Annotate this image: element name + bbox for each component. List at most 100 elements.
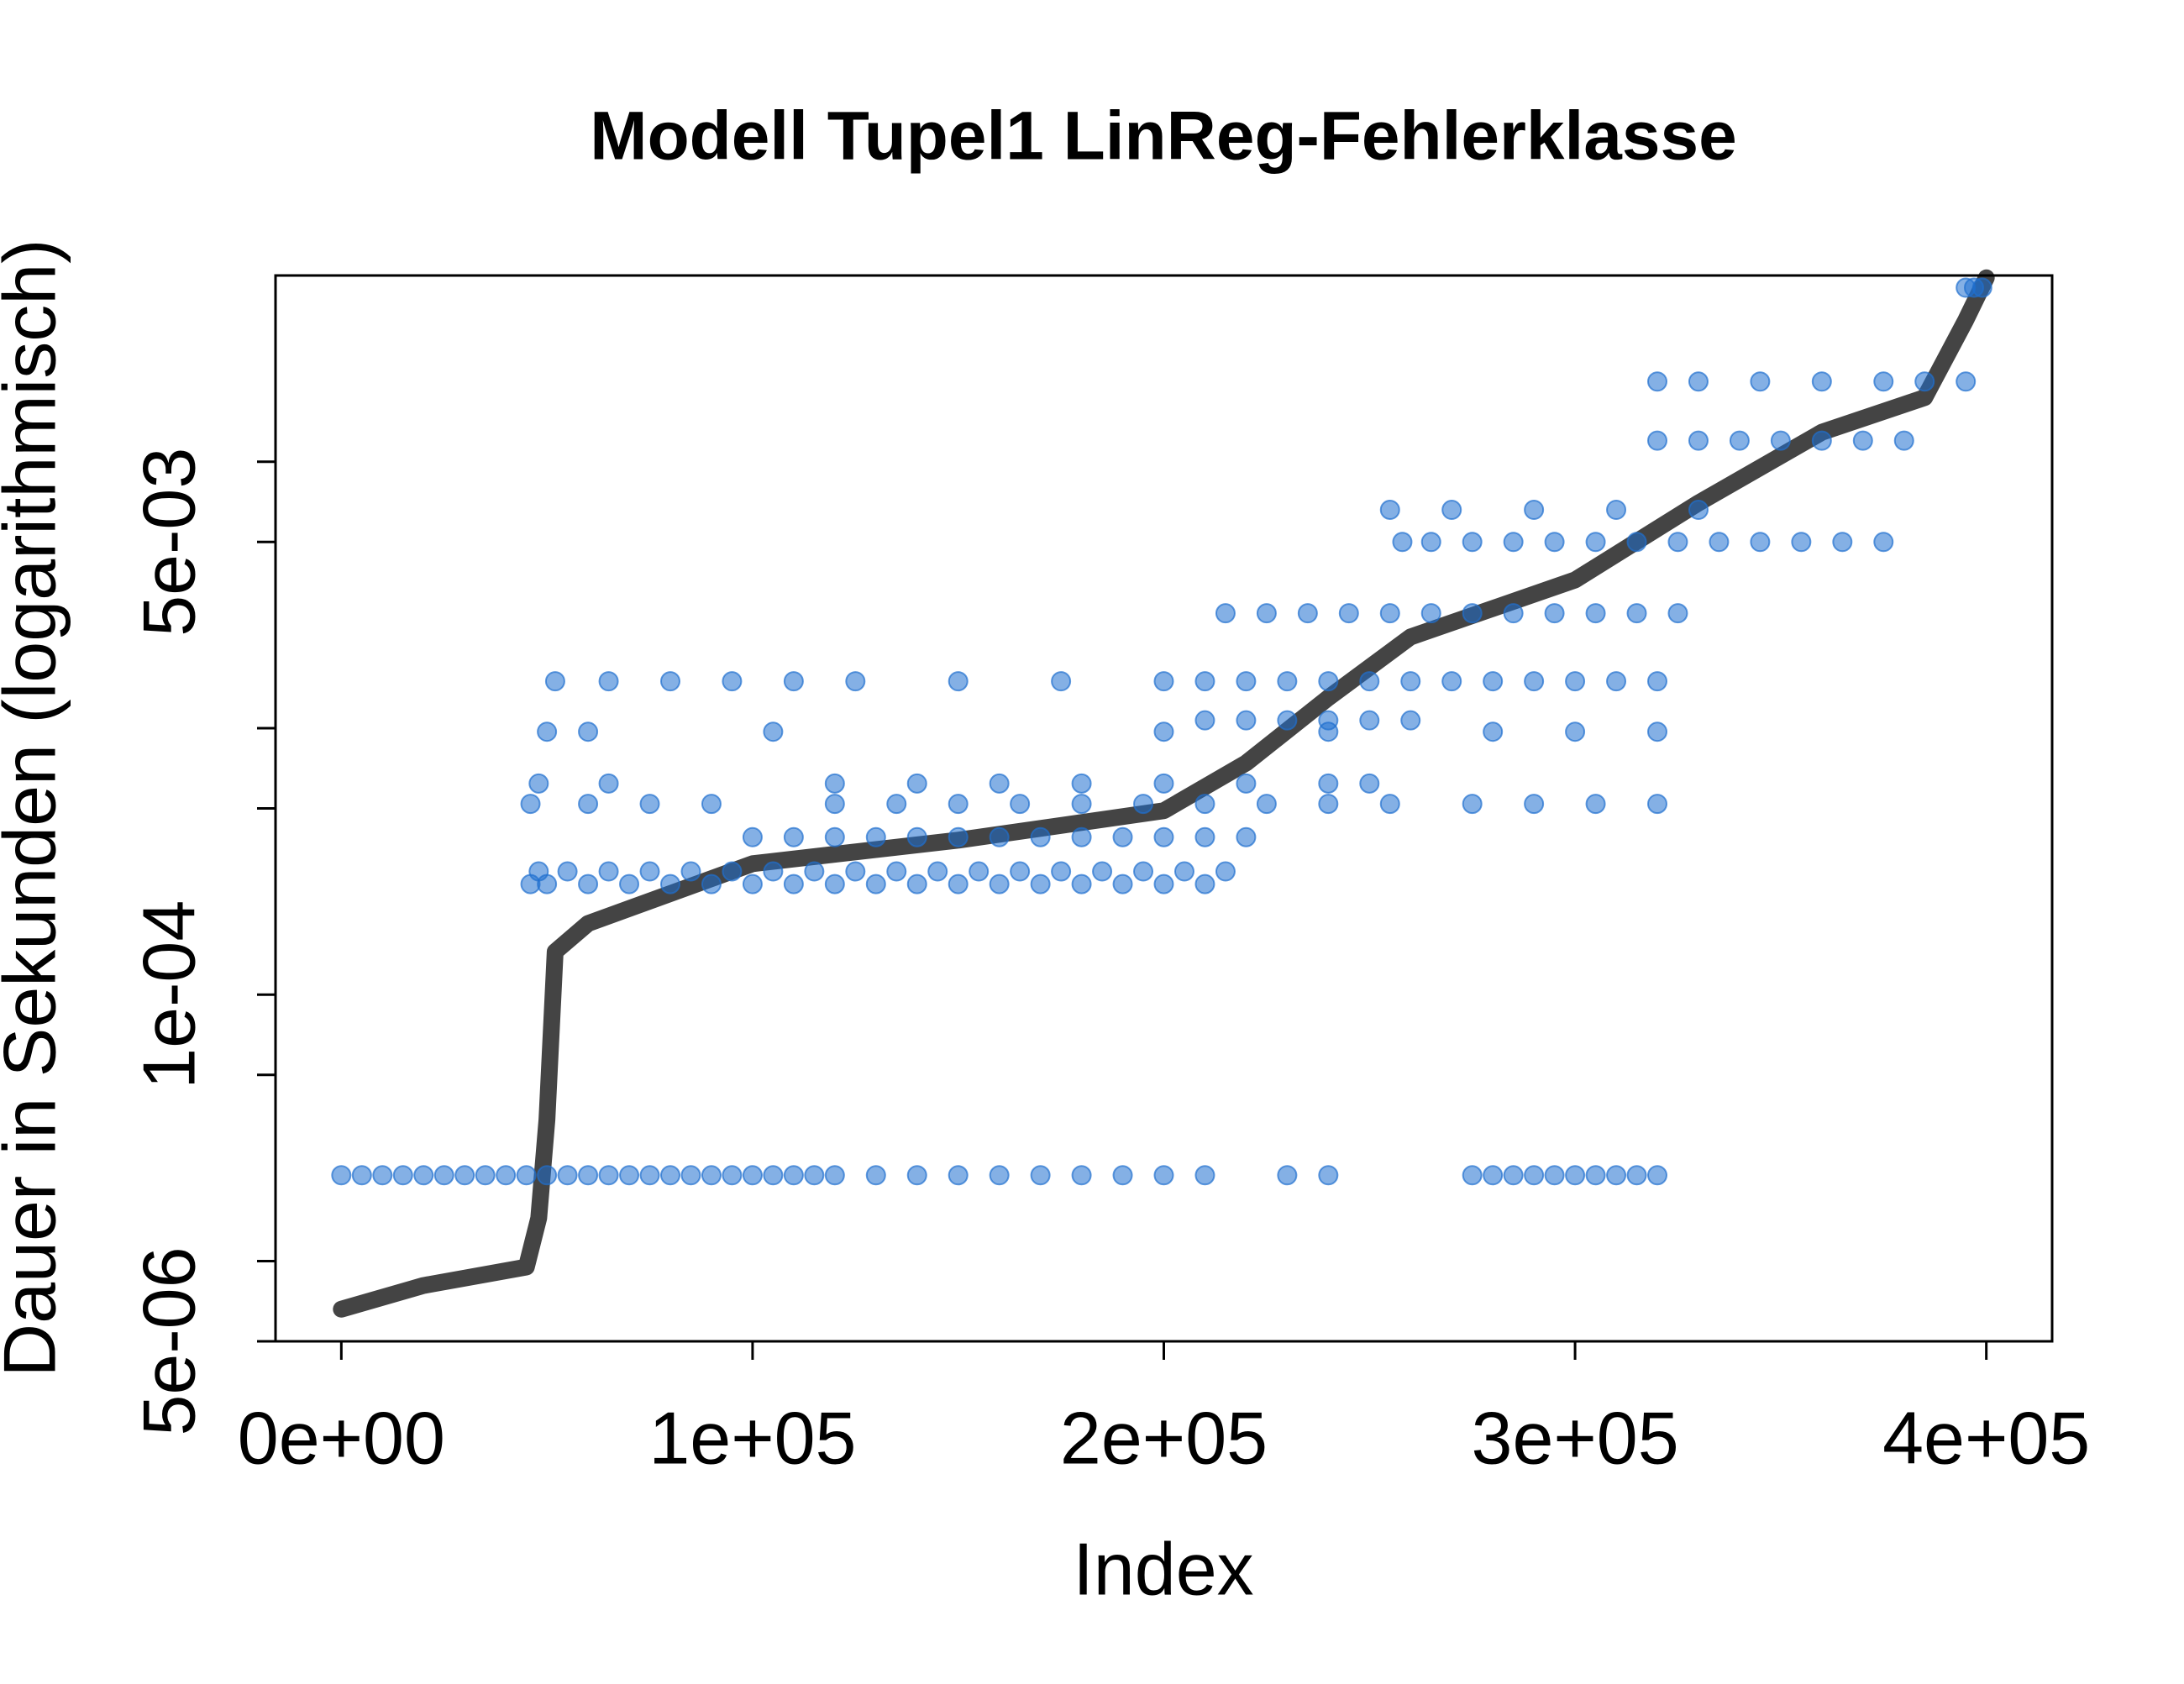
data-point: [742, 1165, 763, 1186]
data-point: [1010, 861, 1031, 882]
data-point: [1133, 861, 1154, 882]
y-axis-title: Dauer in Sekunden (logarithmisch): [0, 239, 71, 1377]
data-point: [1524, 671, 1545, 692]
data-point: [1318, 794, 1339, 815]
data-point: [1811, 371, 1832, 392]
data-point: [1236, 826, 1257, 847]
x-tick-label: 1e+05: [648, 1396, 856, 1479]
data-point: [1071, 794, 1092, 815]
data-point: [1544, 603, 1565, 624]
data-point: [1112, 873, 1133, 894]
data-point: [783, 826, 804, 847]
data-point: [1297, 603, 1318, 624]
data-point: [1524, 794, 1545, 815]
data-point: [537, 721, 558, 742]
data-point: [1750, 371, 1771, 392]
data-point: [948, 794, 969, 815]
data-point: [845, 671, 866, 692]
x-tick-label: 4e+05: [1882, 1396, 2090, 1479]
data-point: [1441, 671, 1462, 692]
data-point: [1194, 1165, 1215, 1186]
y-tick-label: 5e-03: [127, 448, 210, 637]
data-point: [906, 826, 927, 847]
data-point: [660, 1165, 680, 1186]
data-point: [1606, 499, 1627, 520]
data-point: [1379, 499, 1400, 520]
data-point: [1770, 430, 1791, 451]
data-point: [1626, 1165, 1647, 1186]
data-point: [1441, 499, 1462, 520]
data-point: [763, 1165, 784, 1186]
data-point: [1462, 1165, 1483, 1186]
data-point: [824, 794, 845, 815]
data-point: [1667, 603, 1688, 624]
data-point: [619, 873, 640, 894]
data-point: [948, 826, 969, 847]
data-point: [392, 1165, 413, 1186]
x-tick-label: 3e+05: [1472, 1396, 1679, 1479]
data-point: [1071, 826, 1092, 847]
data-point: [804, 861, 825, 882]
data-point: [537, 1165, 558, 1186]
data-point: [1318, 710, 1339, 731]
data-point: [824, 873, 845, 894]
data-point: [1585, 603, 1606, 624]
data-point: [763, 861, 784, 882]
data-point: [742, 873, 763, 894]
data-point: [886, 794, 907, 815]
data-point: [1071, 773, 1092, 794]
data-point: [1153, 773, 1174, 794]
data-point: [1647, 1165, 1667, 1186]
data-point: [1873, 532, 1894, 553]
data-point: [1647, 430, 1667, 451]
data-point: [927, 861, 948, 882]
data-point: [824, 1165, 845, 1186]
data-point: [1914, 371, 1935, 392]
data-point: [1544, 532, 1565, 553]
data-point: [413, 1165, 434, 1186]
data-point: [1194, 710, 1215, 731]
data-point: [1400, 671, 1421, 692]
data-point: [783, 671, 804, 692]
data-point: [1153, 1165, 1174, 1186]
data-point: [969, 861, 990, 882]
data-point: [1462, 603, 1483, 624]
data-point: [598, 861, 619, 882]
data-point: [1462, 532, 1483, 553]
data-point: [906, 873, 927, 894]
data-point: [1153, 721, 1174, 742]
data-point: [639, 1165, 660, 1186]
y-tick-label: 5e-06: [127, 1246, 210, 1435]
data-point: [1215, 603, 1236, 624]
data-point: [496, 1165, 517, 1186]
data-point: [1400, 710, 1421, 731]
data-point: [1606, 671, 1627, 692]
data-point: [1359, 773, 1380, 794]
data-point: [1688, 499, 1709, 520]
data-point: [722, 861, 743, 882]
data-point: [1565, 671, 1586, 692]
x-axis-title: Index: [1073, 1527, 1253, 1610]
data-point: [722, 671, 743, 692]
data-point: [742, 826, 763, 847]
data-point: [1626, 603, 1647, 624]
data-point: [1565, 1165, 1586, 1186]
data-point: [865, 826, 886, 847]
data-point: [948, 671, 969, 692]
data-point: [1462, 794, 1483, 815]
data-point: [1153, 671, 1174, 692]
data-point: [1420, 603, 1441, 624]
data-point: [598, 1165, 619, 1186]
data-point: [701, 873, 722, 894]
data-point: [1379, 794, 1400, 815]
data-point: [1236, 710, 1257, 731]
data-point: [1359, 671, 1380, 692]
data-point: [1194, 794, 1215, 815]
data-point: [1503, 1165, 1524, 1186]
data-point: [372, 1165, 393, 1186]
data-point: [1318, 773, 1339, 794]
data-point: [865, 873, 886, 894]
data-point: [516, 1165, 537, 1186]
